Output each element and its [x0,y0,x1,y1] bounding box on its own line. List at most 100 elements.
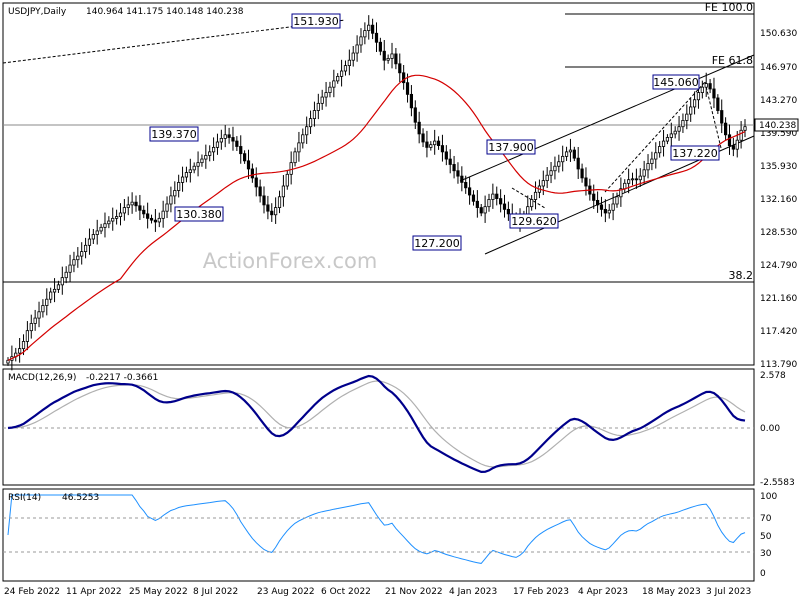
candle [328,81,332,98]
dotted-trendline [2,19,346,64]
candle [347,49,351,76]
candle [45,288,49,316]
candle [502,194,507,218]
candle [95,219,99,245]
candle [724,117,728,141]
candle [661,129,666,157]
candle [611,193,615,221]
candle [708,79,712,94]
candle [658,141,662,158]
candle [332,69,336,98]
price-label-139370: 139.370 [149,126,199,142]
dashed-leg-1 [511,187,546,209]
x-tick-7: 4 Jan 2023 [449,587,497,597]
candle [118,203,123,226]
candle [685,104,689,130]
candle [669,122,673,148]
candle [665,134,670,145]
candle [161,200,165,228]
candle [483,195,487,223]
y-tick-4: 135.930 [760,162,797,172]
x-tick-1: 11 Apr 2022 [66,587,122,597]
candle [371,18,375,40]
price-label-137220-text: 137.220 [672,147,718,160]
candle [72,251,76,273]
candle [561,145,565,172]
candle [324,81,328,107]
candle [41,299,45,318]
candle [549,162,553,184]
candle [689,98,693,122]
y-tick-9: 117.420 [760,327,797,337]
last-price-tag: 140.238 [754,118,799,132]
candle [681,113,685,133]
macd-tick-top: 2.578 [760,371,786,381]
candle [215,133,220,155]
candle [436,136,441,150]
candle [429,141,433,151]
candle [80,242,84,265]
candle [219,129,223,150]
candle [530,195,534,211]
candle [634,168,638,189]
candles-group [6,15,747,371]
y-tick-8: 121.160 [760,294,797,304]
candle [712,77,716,109]
candle [603,199,607,223]
candle [394,47,398,70]
candle [64,266,68,284]
candle [52,278,57,303]
candle [177,174,181,198]
candle [235,136,239,151]
candle [417,111,421,144]
macd-pane-frame [2,368,755,486]
candle [448,149,452,174]
price-label-145060-text: 145.060 [653,76,699,89]
candle [25,321,29,351]
candle [18,338,22,363]
rsi-tick-30: 30 [760,549,772,559]
candle [130,192,134,214]
candle [6,357,10,366]
x-tick-6: 21 Nov 2022 [385,587,443,597]
price-label-127200-text: 127.200 [414,237,460,250]
price-label-127200: 127.200 [412,235,462,251]
candle [444,145,448,166]
price-label-129620-text: 129.620 [511,215,557,228]
candle [475,190,479,218]
candle [646,154,650,179]
candle [56,280,61,293]
y-tick-7: 124.790 [760,261,797,271]
candle [506,201,510,221]
candle [142,205,146,219]
candle [246,149,251,179]
sma-group [7,74,746,361]
candle [37,301,41,328]
rsi-tick-70: 70 [760,514,772,524]
candle [204,144,208,169]
candle [615,192,619,208]
candle [460,166,464,192]
candle [138,194,142,221]
candle [433,129,437,155]
candle [363,22,367,45]
rsi-tick-100: 100 [760,492,777,502]
candle [107,216,111,229]
fib-label-382: 38.2 [729,269,754,282]
candle [250,163,254,183]
candle [557,154,561,173]
candle [642,160,646,185]
main-ohlc: 140.964 141.175 140.148 140.238 [86,7,244,17]
price-label-137900-text: 137.900 [488,141,534,154]
candle [157,212,161,228]
candle [173,181,177,205]
candle [336,73,340,84]
candle [623,179,627,193]
candle [126,196,130,216]
candle [580,163,584,183]
candle [627,168,631,194]
candle [134,195,138,212]
macd-signal-line [7,380,746,468]
candle [149,214,154,224]
